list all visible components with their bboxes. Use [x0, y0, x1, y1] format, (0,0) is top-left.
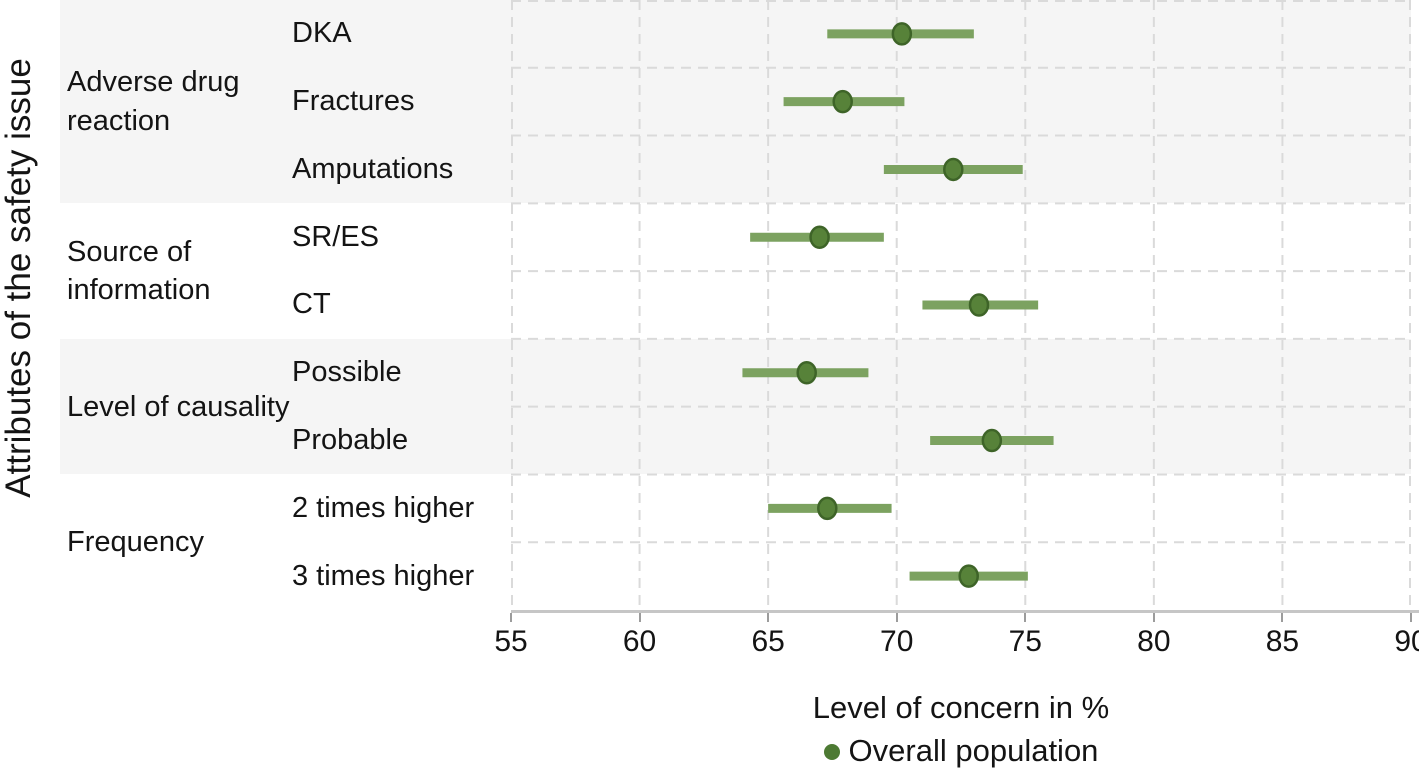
category-label-dka: DKA [292, 17, 352, 50]
category-label-amputations: Amputations [292, 152, 454, 185]
marker-sr-es [809, 225, 830, 249]
marker-3-times-higher [958, 564, 979, 588]
plot-area [511, 0, 1411, 610]
group-label-frequency: Frequency [67, 526, 205, 559]
category-label-2-times-higher: 2 times higher [292, 491, 475, 524]
legend-dot-icon [823, 744, 840, 760]
marker-amputations [943, 157, 964, 182]
x-tick-label-75: 75 [1008, 625, 1042, 658]
x-tick-label-80: 80 [1137, 625, 1171, 658]
x-tick-55 [510, 613, 512, 622]
group-band-adverse-drug-reaction [60, 0, 1411, 204]
x-tick-label-90: 90 [1394, 625, 1419, 658]
x-tick-label-85: 85 [1265, 625, 1300, 658]
y-axis-title: Attributes of the safety issue [0, 58, 38, 498]
group-label-adverse-drug-reaction: Adverse drug reaction [67, 66, 240, 137]
group-label-source-of-information: Source of information [67, 235, 211, 307]
x-tick-label-70: 70 [880, 625, 914, 658]
category-label-3-times-higher: 3 times higher [292, 559, 475, 592]
x-tick-80 [1152, 613, 1155, 622]
legend: Overall population [511, 733, 1411, 769]
marker-dka [891, 22, 913, 46]
legend-label: Overall population [848, 733, 1099, 768]
x-tick-70 [895, 613, 898, 622]
x-tick-60 [638, 613, 641, 622]
x-tick-90 [1410, 613, 1412, 622]
category-label-possible: Possible [292, 356, 402, 389]
marker-2-times-higher [817, 496, 838, 521]
marker-possible [796, 361, 817, 385]
x-tick-label-65: 65 [751, 625, 785, 658]
marker-fractures [832, 89, 853, 114]
x-axis-title: Level of concern in % [812, 690, 1110, 725]
x-tick-65 [767, 613, 770, 622]
group-label-level-of-causality: Level of causality [67, 390, 290, 423]
x-tick-label-55: 55 [494, 625, 528, 658]
category-label-ct: CT [292, 288, 331, 321]
x-tick-75 [1024, 613, 1027, 622]
marker-probable [981, 428, 1003, 453]
x-tick-85 [1281, 613, 1284, 622]
category-label-probable: Probable [292, 424, 409, 457]
category-label-sr-es: SR/ES [292, 220, 380, 253]
category-label-fractures: Fractures [292, 85, 415, 118]
x-tick-label-60: 60 [622, 625, 657, 658]
x-axis-line [511, 610, 1419, 613]
marker-ct [968, 293, 990, 317]
